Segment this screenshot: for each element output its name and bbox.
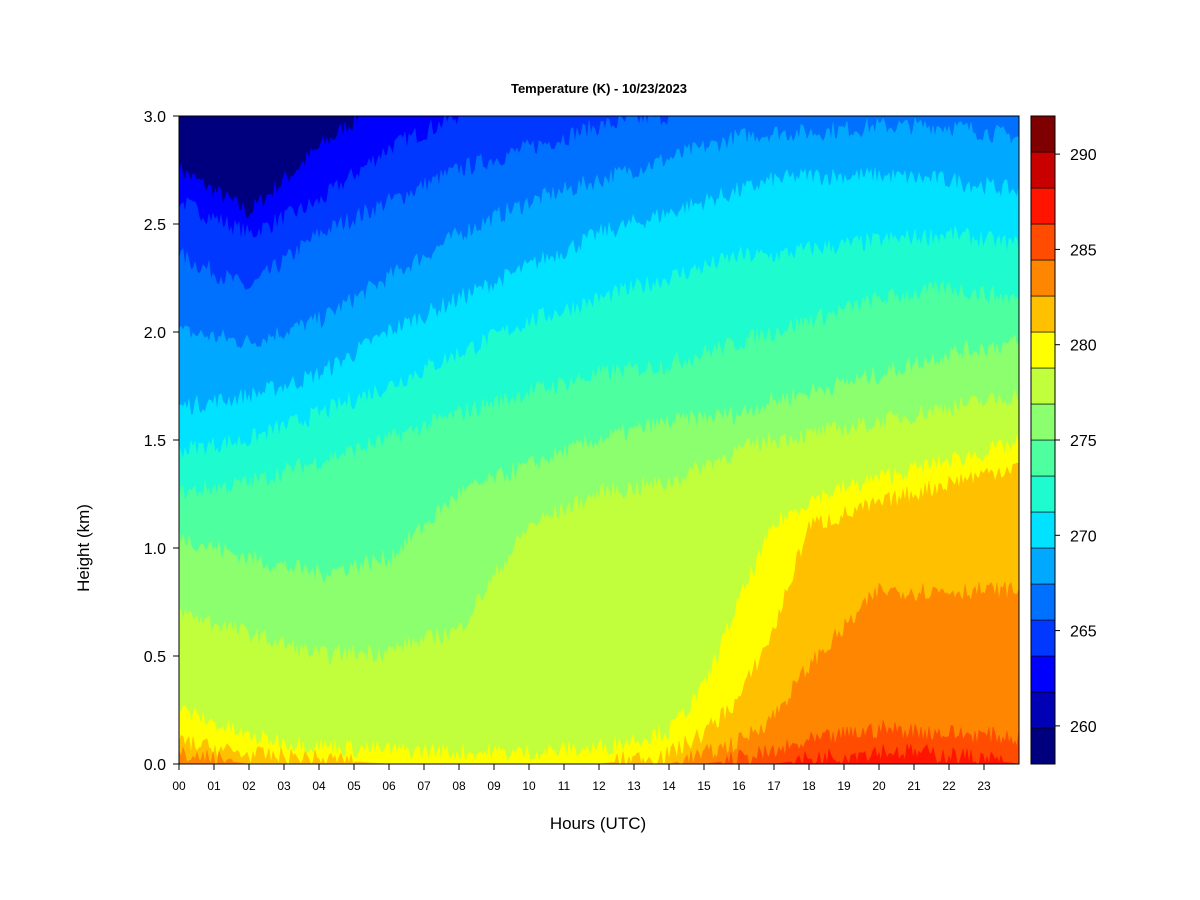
colorbar-segment xyxy=(1030,475,1056,513)
x-tick-label: 15 xyxy=(697,779,711,793)
colorbar-segment xyxy=(1030,295,1056,333)
y-tick-label: 3.0 xyxy=(144,109,166,126)
colorbar-segment xyxy=(1030,691,1056,729)
x-tick-label: 00 xyxy=(172,779,186,793)
colorbar-segment xyxy=(1030,331,1056,369)
x-tick-label: 10 xyxy=(522,779,536,793)
x-tick-label: 20 xyxy=(872,779,886,793)
x-tick-label: 05 xyxy=(347,779,361,793)
y-tick-label: 2.0 xyxy=(144,325,166,342)
x-tick-label: 01 xyxy=(207,779,221,793)
x-tick-label: 02 xyxy=(242,779,256,793)
contour-band-284 xyxy=(179,581,1019,764)
colorbar-segment xyxy=(1030,403,1056,441)
colorbar-tick-label: 265 xyxy=(1070,624,1097,641)
x-tick-label: 17 xyxy=(767,779,781,793)
y-tick-label: 0.5 xyxy=(144,649,166,666)
colorbar-segment xyxy=(1030,547,1056,585)
x-tick-label: 13 xyxy=(627,779,641,793)
colorbar-tick-label: 285 xyxy=(1070,242,1097,259)
colorbar-segment xyxy=(1030,223,1056,261)
x-tick-label: 06 xyxy=(382,779,396,793)
x-axis-label: Hours (UTC) xyxy=(550,814,646,833)
x-tick-label: 16 xyxy=(732,779,746,793)
colorbar-segment xyxy=(1030,259,1056,297)
colorbar-segment xyxy=(1030,619,1056,657)
y-axis-label: Height (km) xyxy=(74,504,93,592)
colorbar-tick-label: 290 xyxy=(1070,147,1097,164)
colorbar-segment xyxy=(1030,727,1056,765)
x-tick-label: 04 xyxy=(312,779,326,793)
x-tick-label: 08 xyxy=(452,779,466,793)
colorbar-segment xyxy=(1030,583,1056,621)
y-tick-label: 2.5 xyxy=(144,217,166,234)
colorbar-tick-label: 270 xyxy=(1070,528,1097,545)
colorbar-segment xyxy=(1030,187,1056,225)
x-tick-label: 18 xyxy=(802,779,816,793)
x-tick-label: 09 xyxy=(487,779,501,793)
y-tick-label: 1.0 xyxy=(144,541,166,558)
x-tick-label: 07 xyxy=(417,779,431,793)
x-tick-label: 19 xyxy=(837,779,851,793)
colorbar-segment xyxy=(1030,115,1056,153)
x-tick-label: 21 xyxy=(907,779,921,793)
colorbar-segment xyxy=(1030,367,1056,405)
x-tick-label: 03 xyxy=(277,779,291,793)
plot-area xyxy=(178,115,1020,765)
contour-band-286 xyxy=(179,720,1019,764)
colorbar-tick-label: 260 xyxy=(1070,719,1097,736)
contour-band-288 xyxy=(179,743,1019,764)
colorbar-segment xyxy=(1030,439,1056,477)
colorbar-segment xyxy=(1030,151,1056,189)
y-axis: 0.0 0.5 1.0 1.5 2.0 2.5 3.0 xyxy=(144,109,179,774)
colorbar-segment xyxy=(1030,655,1056,693)
x-axis: 00 01 02 03 04 05 06 07 08 09 10 11 12 13 14 15 16 17 18 19… xyxy=(172,764,991,793)
x-tick-label: 11 xyxy=(558,779,571,793)
y-tick-label: 1.5 xyxy=(144,433,166,450)
x-tick-label: 12 xyxy=(592,779,606,793)
x-tick-label: 22 xyxy=(942,779,956,793)
colorbar-segment xyxy=(1030,511,1056,549)
x-tick-label: 23 xyxy=(977,779,991,793)
x-tick-label: 14 xyxy=(662,779,676,793)
colorbar-tick-label: 275 xyxy=(1070,433,1097,450)
chart-title: Temperature (K) - 10/23/2023 xyxy=(511,81,687,96)
colorbar: 260 265 270 275 280 285 290 xyxy=(1030,115,1097,765)
y-tick-label: 0.0 xyxy=(144,757,166,774)
colorbar-tick-label: 280 xyxy=(1070,338,1097,355)
